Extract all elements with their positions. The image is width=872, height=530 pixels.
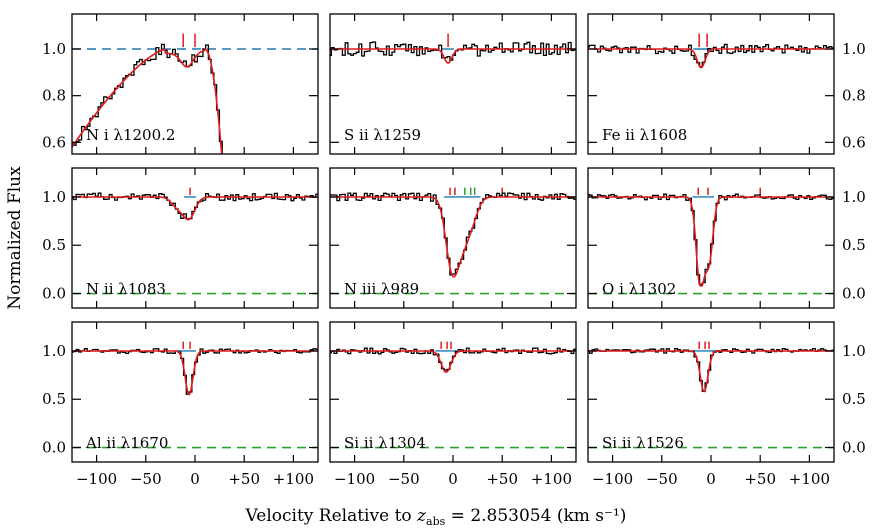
data-spectrum (588, 43, 834, 68)
ion-label: O i λ1302 (602, 280, 676, 298)
y-tick-label-right: 0.5 (842, 236, 866, 254)
panel-si2-1304: −100 −50 0 +50 +100 Si ii λ1304 (329, 321, 577, 488)
model-fit (330, 196, 576, 278)
x-tick-label: 0 (706, 470, 716, 488)
x-tick-label: +100 (789, 470, 830, 488)
ion-label: N ii λ1083 (86, 280, 166, 298)
model-fit (588, 196, 834, 287)
panel-n3-989: N iii λ989 (329, 167, 577, 309)
panel-s2-1259: S ii λ1259 (329, 13, 577, 155)
panel-si2-1526: −100 −50 0 +50 +100 0.0 0.5 1.0 Si ii λ1526 (587, 321, 866, 488)
model-fit (330, 48, 576, 64)
model-fit (72, 48, 223, 154)
y-tick-label-right: 0.0 (842, 439, 866, 457)
y-tick-label: 0.0 (42, 285, 66, 303)
ion-label: S ii λ1259 (344, 126, 421, 144)
x-tick-label: −50 (646, 470, 678, 488)
model-fit (588, 48, 834, 69)
panel-fe2-1608: 0.6 0.8 1.0 Fe ii λ1608 (587, 13, 866, 155)
y-tick-label: 1.0 (42, 188, 66, 206)
ion-label: Al ii λ1670 (85, 434, 168, 452)
ion-label: N iii λ989 (344, 280, 419, 298)
data-spectrum (330, 192, 576, 276)
x-tick-label: +50 (486, 470, 518, 488)
x-tick-label: −100 (334, 470, 375, 488)
data-spectrum (72, 348, 318, 395)
y-tick-label: 0.5 (42, 390, 66, 408)
model-fit (330, 350, 576, 374)
y-tick-label: 0.0 (42, 439, 66, 457)
ion-label: Si ii λ1526 (602, 434, 684, 452)
y-tick-label-right: 0.6 (842, 133, 866, 151)
y-tick-label: 1.0 (42, 40, 66, 58)
x-tick-label: 0 (448, 470, 458, 488)
x-tick-label: −50 (388, 470, 420, 488)
panel-n1-1200: 0.6 0.8 1.0 N i λ1200.2 (42, 13, 319, 155)
x-tick-label: −100 (592, 470, 633, 488)
x-axis-label: Velocity Relative to zabs = 2.853054 (km… (245, 506, 627, 528)
y-tick-label: 0.5 (42, 236, 66, 254)
x-tick-label: −100 (76, 470, 117, 488)
panel-al2-1670: −100 −50 0 +50 +100 0.0 0.5 1.0 Al ii λ1670 (42, 321, 319, 488)
ion-label: Fe ii λ1608 (602, 126, 687, 144)
y-tick-label-right: 1.0 (842, 40, 866, 58)
x-tick-label: +100 (273, 470, 314, 488)
x-tick-label: +50 (228, 470, 260, 488)
ion-label: Si ii λ1304 (344, 434, 426, 452)
y-tick-label: 0.6 (42, 133, 66, 151)
y-tick-label-right: 0.5 (842, 390, 866, 408)
data-spectrum (72, 43, 226, 154)
model-fit (72, 350, 318, 396)
data-spectrum (588, 347, 834, 393)
y-tick-label: 1.0 (42, 342, 66, 360)
y-tick-label-right: 0.8 (842, 87, 866, 105)
x-tick-label: 0 (190, 470, 200, 488)
ion-label: N i λ1200.2 (86, 126, 175, 144)
y-tick-label-right: 0.0 (842, 285, 866, 303)
model-fit (72, 196, 318, 221)
y-tick-label-right: 1.0 (842, 342, 866, 360)
x-tick-label: +50 (744, 470, 776, 488)
y-tick-label-right: 1.0 (842, 188, 866, 206)
x-tick-label: +100 (531, 470, 572, 488)
model-fit (588, 350, 834, 393)
y-axis-label: Normalized Flux (5, 166, 25, 310)
data-spectrum (588, 193, 834, 286)
y-tick-label: 0.8 (42, 87, 66, 105)
panel-o1-1302: 0.0 0.5 1.0 O i λ1302 (587, 167, 866, 309)
x-tick-label: −50 (130, 470, 162, 488)
panel-n2-1083: 0.0 0.5 1.0 N ii λ1083 (42, 167, 319, 309)
